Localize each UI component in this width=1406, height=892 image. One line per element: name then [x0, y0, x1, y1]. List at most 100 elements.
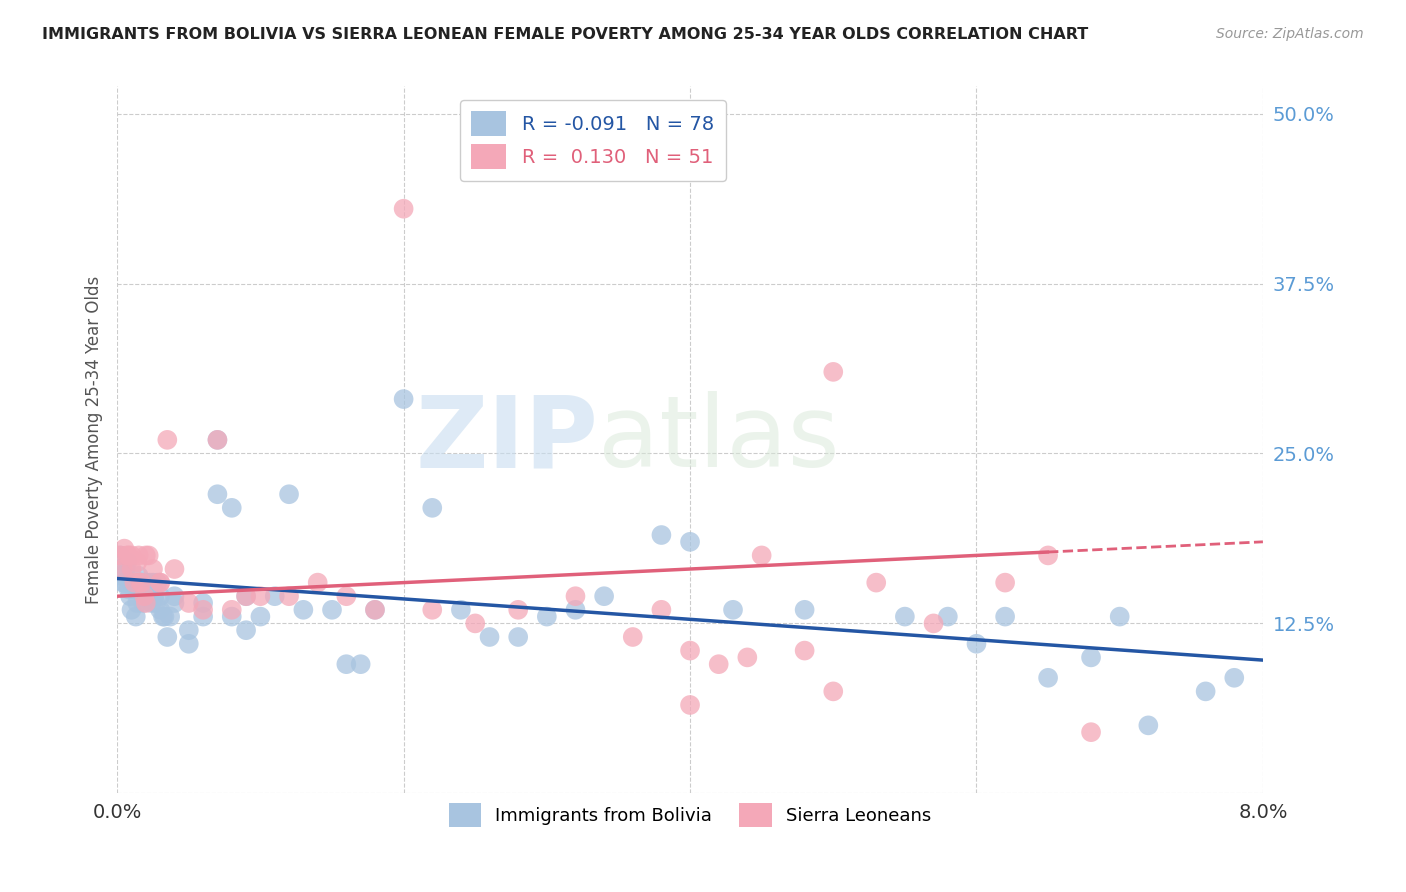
- Point: [191, 596, 214, 610]
- Point: [1080, 650, 1102, 665]
- Point: [177, 623, 200, 637]
- Point: [134, 575, 156, 590]
- Point: [121, 549, 143, 563]
- Y-axis label: Female Poverty Among 25-34 Year Olds: Female Poverty Among 25-34 Year Olds: [86, 276, 103, 604]
- Point: [721, 603, 744, 617]
- Point: [156, 630, 179, 644]
- Point: [650, 528, 672, 542]
- Point: [131, 575, 153, 590]
- Point: [112, 541, 135, 556]
- Point: [149, 575, 172, 590]
- Point: [138, 589, 160, 603]
- Point: [737, 650, 759, 665]
- Point: [564, 603, 586, 617]
- Point: [163, 562, 186, 576]
- Point: [1108, 609, 1130, 624]
- Point: [350, 657, 373, 672]
- Point: [1036, 671, 1059, 685]
- Point: [135, 575, 157, 590]
- Point: [111, 562, 134, 576]
- Point: [793, 643, 815, 657]
- Point: [142, 575, 165, 590]
- Point: [292, 603, 315, 617]
- Point: [131, 575, 153, 590]
- Point: [307, 575, 329, 590]
- Point: [191, 603, 214, 617]
- Point: [129, 575, 152, 590]
- Point: [450, 603, 472, 617]
- Point: [420, 500, 443, 515]
- Point: [335, 657, 357, 672]
- Point: [464, 616, 486, 631]
- Point: [966, 637, 988, 651]
- Point: [142, 562, 165, 576]
- Point: [1137, 718, 1160, 732]
- Point: [994, 575, 1017, 590]
- Point: [177, 637, 200, 651]
- Point: [129, 575, 152, 590]
- Point: [894, 609, 917, 624]
- Point: [121, 575, 143, 590]
- Text: atlas: atlas: [599, 392, 839, 488]
- Point: [177, 596, 200, 610]
- Point: [135, 549, 157, 563]
- Point: [707, 657, 730, 672]
- Point: [120, 589, 142, 603]
- Point: [139, 575, 162, 590]
- Point: [679, 643, 702, 657]
- Point: [124, 575, 146, 590]
- Point: [156, 433, 179, 447]
- Point: [823, 365, 845, 379]
- Point: [249, 609, 271, 624]
- Point: [127, 596, 149, 610]
- Point: [191, 609, 214, 624]
- Point: [922, 616, 945, 631]
- Point: [263, 589, 285, 603]
- Point: [146, 575, 169, 590]
- Point: [108, 549, 131, 563]
- Point: [392, 202, 415, 216]
- Point: [679, 534, 702, 549]
- Point: [621, 630, 644, 644]
- Point: [143, 589, 166, 603]
- Point: [153, 609, 176, 624]
- Point: [163, 596, 186, 610]
- Point: [1223, 671, 1246, 685]
- Point: [364, 603, 387, 617]
- Point: [127, 555, 149, 569]
- Point: [135, 596, 157, 610]
- Point: [152, 609, 174, 624]
- Point: [112, 575, 135, 590]
- Point: [149, 589, 172, 603]
- Point: [221, 500, 243, 515]
- Point: [128, 549, 150, 563]
- Point: [207, 487, 229, 501]
- Text: ZIP: ZIP: [416, 392, 599, 488]
- Point: [751, 549, 773, 563]
- Point: [564, 589, 586, 603]
- Point: [115, 555, 138, 569]
- Text: IMMIGRANTS FROM BOLIVIA VS SIERRA LEONEAN FEMALE POVERTY AMONG 25-34 YEAR OLDS C: IMMIGRANTS FROM BOLIVIA VS SIERRA LEONEA…: [42, 27, 1088, 42]
- Point: [108, 549, 131, 563]
- Point: [135, 589, 157, 603]
- Point: [124, 582, 146, 597]
- Legend: Immigrants from Bolivia, Sierra Leoneans: Immigrants from Bolivia, Sierra Leoneans: [441, 797, 939, 834]
- Point: [536, 609, 558, 624]
- Point: [207, 433, 229, 447]
- Point: [508, 603, 530, 617]
- Point: [1194, 684, 1216, 698]
- Point: [207, 433, 229, 447]
- Point: [149, 575, 172, 590]
- Point: [392, 392, 415, 406]
- Point: [865, 575, 887, 590]
- Point: [145, 596, 167, 610]
- Point: [132, 596, 155, 610]
- Point: [159, 609, 181, 624]
- Point: [149, 603, 172, 617]
- Point: [110, 569, 132, 583]
- Point: [163, 589, 186, 603]
- Point: [994, 609, 1017, 624]
- Point: [235, 623, 257, 637]
- Point: [134, 589, 156, 603]
- Point: [364, 603, 387, 617]
